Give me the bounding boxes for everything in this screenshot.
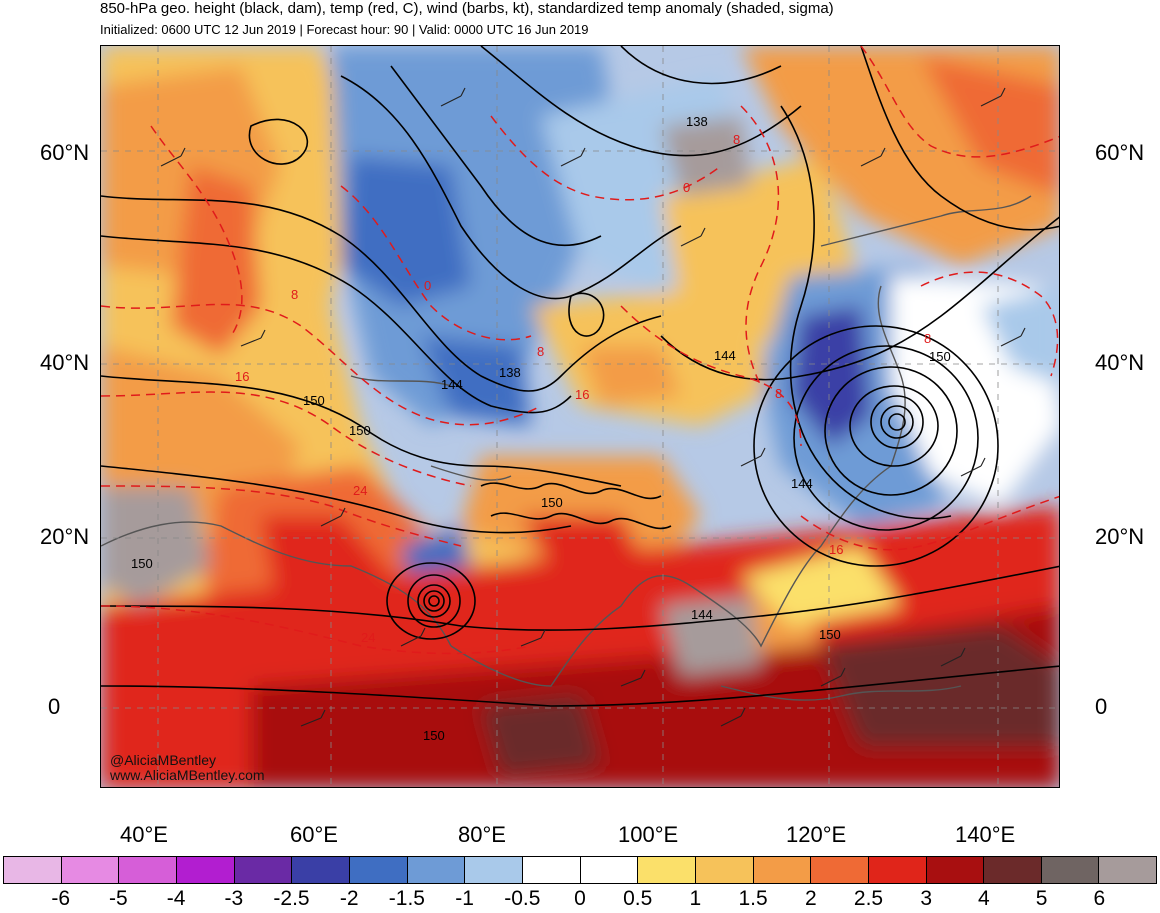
temp-label: 8 [775,386,782,401]
chart-subtitle: Initialized: 0600 UTC 12 Jun 2019 | Fore… [100,22,589,37]
colorbar-swatch [638,857,696,883]
colorbar-swatch [580,857,639,883]
colorbar-swatch [926,857,985,883]
colorbar-swatch [522,857,581,883]
lat-label-left: 60°N [40,140,90,165]
chart-title: 850-hPa geo. height (black, dam), temp (… [100,0,834,17]
colorbar-swatch [1041,857,1100,883]
weather-map: 138 144 138 150 150 144 150 144 144 150 … [100,45,1060,788]
lon-label: 100°E [618,822,679,847]
coastlines [101,195,1032,701]
map-canvas: 138 144 138 150 150 144 150 144 144 150 … [101,46,1059,787]
colorbar-swatch [465,857,523,883]
colorbar-label: 6 [1093,887,1106,910]
temp-label: 24 [353,483,367,498]
credit-website: www.AliciaMBentley.com [110,767,265,783]
lat-label-left: 20°N [40,524,90,549]
lat-label-right: 60°N [1095,140,1145,165]
colorbar-label: -5 [109,887,128,910]
colorbar-swatch [4,857,62,883]
colorbar-swatch [868,857,927,883]
lon-label: 60°E [290,822,338,847]
lon-label: 120°E [786,822,847,847]
height-label: 150 [131,556,153,571]
temp-label: 0 [424,278,431,293]
colorbar-swatch [292,857,350,883]
colorbar-label: -6 [51,887,71,910]
temp-label: 0 [683,180,690,195]
height-label: 144 [441,377,463,392]
temp-label: 16 [235,369,249,384]
lat-label-left: 0 [48,694,61,719]
colorbar-label: -0.5 [504,887,541,910]
height-label: 144 [691,607,713,622]
colorbar-swatch [984,857,1042,883]
temperature-contours [101,46,1059,655]
graticule [101,46,1059,787]
colorbar-label: -2.5 [273,887,310,910]
colorbar-swatch [349,857,408,883]
lat-label-right: 40°N [1095,350,1145,375]
colorbar-label: -1.5 [388,887,425,910]
wind-barbs [160,87,1026,727]
height-label: 138 [499,365,521,380]
colorbar-swatch [61,857,120,883]
lon-label: 140°E [955,822,1016,847]
colorbar-label: 1.5 [738,887,768,910]
colorbar-label: -1 [455,887,474,910]
colorbar-swatch [753,857,812,883]
temp-label: 24 [361,630,375,645]
colorbar-swatch [695,857,754,883]
height-contours [101,46,1059,707]
colorbar-label: 3 [920,887,933,910]
colorbar-swatch [1099,857,1157,883]
colorbar-swatch [176,857,235,883]
height-label: 150 [929,349,951,364]
colorbar-label: -2 [339,887,359,910]
temp-label: 8 [924,331,931,346]
lon-label: 80°E [458,822,506,847]
colorbar-swatch [234,857,293,883]
colorbar-label: 0.5 [623,887,653,910]
colorbar-label: 4 [978,887,990,910]
colorbar-label: -3 [224,887,244,910]
temp-label: 16 [575,387,589,402]
temp-label: 8 [537,344,544,359]
credit-handle: @AliciaMBentley [110,752,217,768]
colorbar-label: 5 [1035,887,1048,910]
height-label: 138 [686,114,708,129]
colorbar [3,856,1157,884]
height-label: 150 [541,495,563,510]
colorbar-swatch [119,857,177,883]
colorbar-label: 2.5 [853,887,884,910]
colorbar-swatch [407,857,466,883]
colorbar-label: 1 [689,887,702,910]
height-label: 144 [714,348,736,363]
height-label: 150 [303,393,325,408]
colorbar-label: -4 [166,887,186,910]
temp-label: 8 [733,132,740,147]
colorbar-swatch [811,857,869,883]
height-labels: 138 144 138 150 150 144 150 144 144 150 … [131,114,951,743]
colorbar-label: 2 [804,887,817,910]
lat-label-right: 0 [1095,694,1108,719]
colorbar-label: 0 [574,887,586,910]
height-label: 150 [349,423,371,438]
temp-label: 8 [291,287,298,302]
temp-label: 16 [829,542,843,557]
height-label: 150 [423,728,445,743]
height-label: 144 [791,476,813,491]
temp-labels: 8 0 0 8 8 16 16 24 24 8 8 16 [235,132,931,645]
lat-label-right: 20°N [1095,524,1145,549]
height-label: 150 [819,627,841,642]
lon-label: 40°E [120,822,168,847]
lat-label-left: 40°N [40,350,90,375]
